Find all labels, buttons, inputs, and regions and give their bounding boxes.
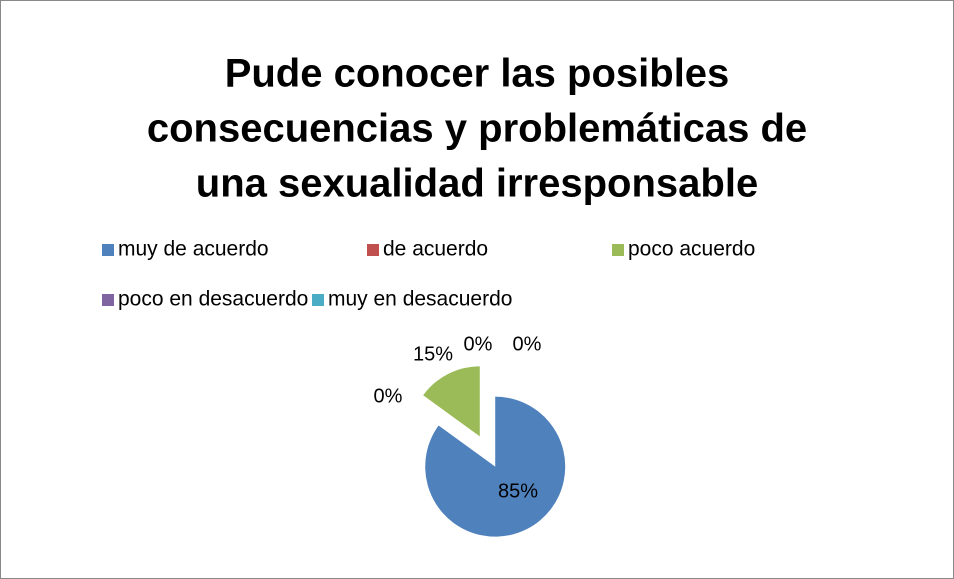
legend-label: muy de acuerdo	[118, 238, 269, 261]
legend-swatch	[102, 294, 114, 306]
pie-slice	[423, 366, 480, 437]
legend-label: poco acuerdo	[628, 238, 755, 261]
legend-swatch	[312, 294, 324, 306]
data-label: 0%	[513, 333, 542, 355]
legend-label: poco en desacuerdo	[118, 288, 308, 311]
legend-label: muy en desacuerdo	[328, 288, 512, 311]
pie-slice	[425, 396, 566, 537]
data-label: 85%	[498, 480, 538, 502]
data-label: 0%	[374, 385, 403, 407]
legend-swatch	[612, 244, 624, 256]
legend-swatch	[102, 244, 114, 256]
chart-title: Pude conocer las posibles	[225, 52, 730, 96]
legend-label: de acuerdo	[383, 238, 488, 261]
data-label: 15%	[413, 343, 453, 365]
chart-title: una sexualidad irresponsable	[196, 162, 758, 206]
chart-title: consecuencias y problemáticas de	[147, 107, 807, 151]
data-label: 0%	[464, 333, 493, 355]
legend-swatch	[367, 244, 379, 256]
